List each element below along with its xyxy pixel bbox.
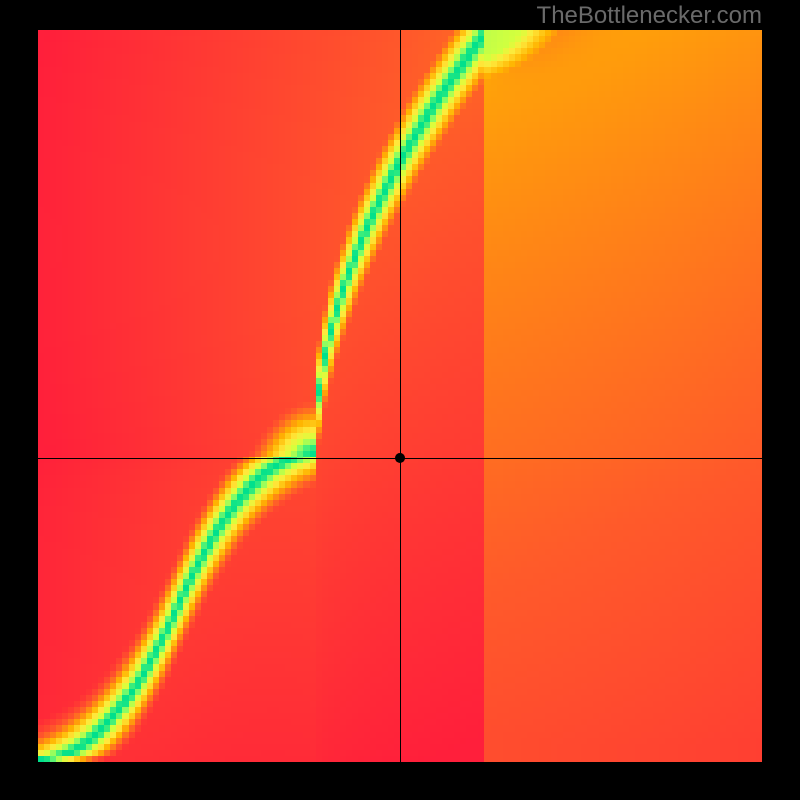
- bottleneck-heatmap: [38, 30, 762, 762]
- watermark-text: TheBottlenecker.com: [537, 2, 762, 30]
- chart-container: TheBottlenecker.com: [0, 0, 800, 800]
